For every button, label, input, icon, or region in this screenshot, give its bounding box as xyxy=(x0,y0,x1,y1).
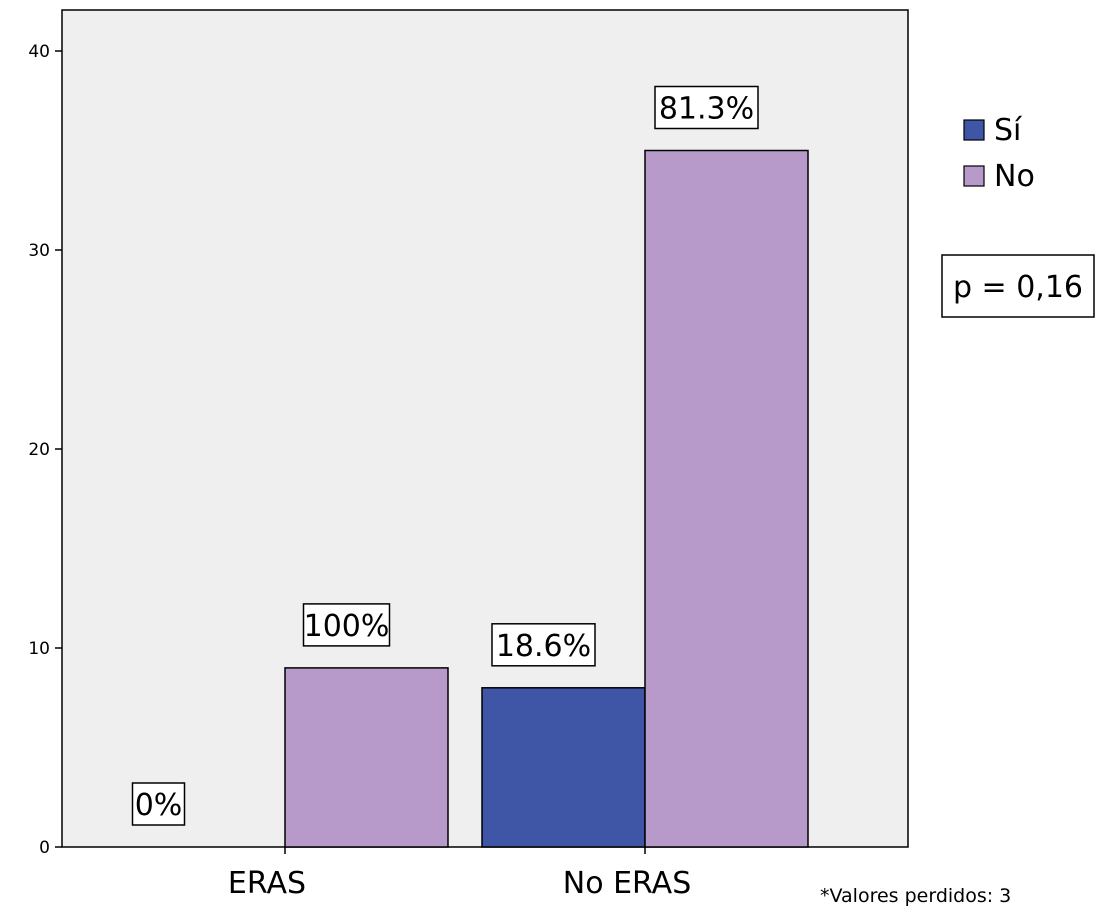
footnote: *Valores perdidos: 3 xyxy=(820,885,1011,907)
data-labels: 0% 100% 18.6% 81.3% xyxy=(131,85,759,826)
bar xyxy=(644,149,809,848)
y-tick-label: 0 xyxy=(39,838,50,858)
y-tick-label: 20 xyxy=(28,440,50,460)
legend-label: Sí xyxy=(994,113,1023,148)
bar xyxy=(481,687,646,848)
data-label-box xyxy=(302,603,391,647)
y-tick-label: 30 xyxy=(28,241,50,261)
legend: Sí No xyxy=(963,113,1035,194)
data-label: 81.3% xyxy=(659,92,754,127)
y-tick-label: 40 xyxy=(28,42,50,62)
bar xyxy=(284,667,449,848)
data-label-box xyxy=(654,85,759,130)
y-tick-label: 10 xyxy=(28,639,50,659)
legend-swatch xyxy=(963,165,985,187)
x-category-label: No ERAS xyxy=(563,866,691,901)
data-label-box xyxy=(131,782,186,826)
data-label-box xyxy=(491,623,596,667)
data-label: 0% xyxy=(135,788,183,823)
x-axis-labels: ERAS No ERAS xyxy=(228,847,691,901)
p-value-text: p = 0,16 xyxy=(953,270,1083,305)
p-value-box: p = 0,16 xyxy=(941,254,1095,318)
data-label: 100% xyxy=(304,609,390,644)
x-category-label: ERAS xyxy=(228,866,306,901)
legend-label: No xyxy=(994,159,1035,194)
data-label: 18.6% xyxy=(496,629,591,664)
legend-swatch xyxy=(963,119,985,141)
bars xyxy=(284,149,809,848)
y-axis: 0 10 20 30 40 xyxy=(28,42,62,858)
